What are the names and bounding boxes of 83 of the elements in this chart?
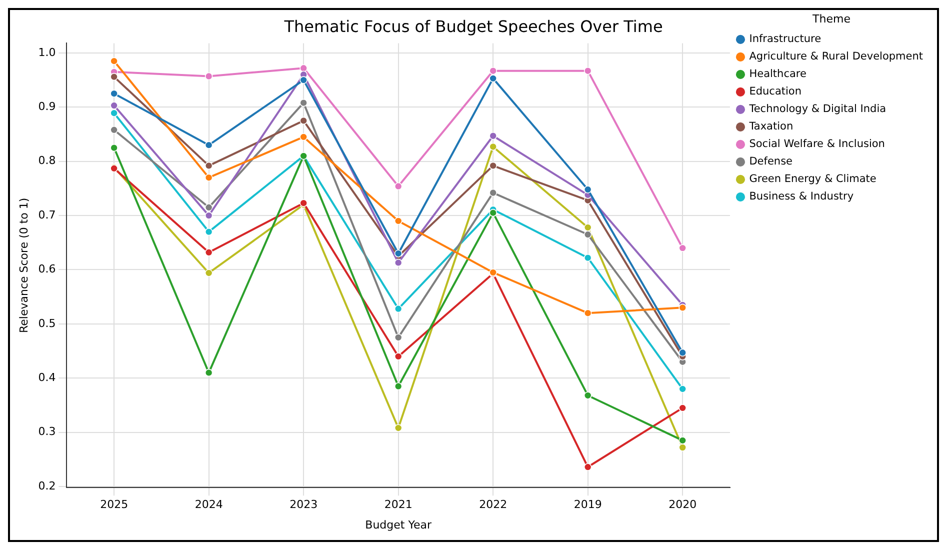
point [489,74,497,82]
legend-title: Theme [812,12,851,26]
legend-label: Infrastructure [749,33,822,46]
point [204,269,213,277]
point [678,244,686,252]
point [678,304,686,312]
point [394,258,402,267]
point [394,382,402,390]
point [110,102,118,110]
point [394,182,402,190]
point [489,66,497,75]
point [489,208,497,217]
point [394,217,402,225]
x-tick-label: 2019 [574,498,602,512]
point [678,404,686,412]
point [678,385,686,393]
point [204,248,213,256]
point [110,144,118,152]
legend-label: Healthcare [749,68,806,80]
point [204,162,213,170]
point [394,424,402,432]
legend-label: Technology & Digital India [748,103,886,116]
point [678,436,686,444]
point [584,463,592,471]
point [584,66,592,75]
x-axis-title: Budget Year [365,518,432,532]
legend-label: Taxation [748,120,794,133]
y-tick-label: 0.8 [38,154,56,168]
legend-label: Green Energy & Climate [749,173,876,186]
point [584,186,592,194]
point [394,304,402,313]
point [204,72,213,80]
point [584,254,592,262]
point [584,224,592,232]
legend-label: Defense [749,156,793,168]
point [489,142,497,151]
point [204,212,213,220]
x-tick-label: 2023 [290,498,318,512]
y-tick-label: 0.6 [38,262,56,276]
y-tick-label: 0.2 [38,479,56,492]
y-tick-label: 0.9 [38,100,56,114]
point [584,230,592,238]
point [678,444,686,452]
x-tick-label: 2024 [194,498,223,512]
point [300,64,308,72]
point [300,76,308,84]
x-tick-label: 2020 [668,498,697,512]
point [300,116,308,125]
point [204,141,213,149]
point [489,188,497,197]
point [204,174,213,182]
y-tick-label: 0.3 [38,425,56,438]
point [110,126,118,134]
chart-title: Thematic Focus of Budget Speeches Over Time [283,16,663,36]
x-tick-label: 2021 [384,498,412,512]
point [394,334,402,342]
legend-label: Education [749,86,802,98]
point [204,228,213,236]
y-tick-label: 1.0 [38,46,56,59]
x-tick-label: 2022 [479,498,508,512]
point [110,57,118,65]
point [204,204,213,212]
point [110,90,118,98]
y-axis-title: Relevance Score (0 to 1) [17,198,30,333]
point [584,309,592,317]
point [394,352,402,360]
legend-label: Social Welfare & Inclusion [749,138,885,150]
point [489,162,497,170]
y-tick-label: 0.5 [38,316,56,330]
x-tick-label: 2025 [100,498,128,512]
point [110,109,118,118]
y-tick-label: 0.4 [38,370,56,384]
point [394,250,402,258]
point [678,348,686,357]
point [584,392,592,400]
legend-label: Business & Industry [749,190,854,203]
point [300,133,308,141]
point [204,368,213,377]
point [110,72,118,81]
point [300,98,308,107]
legend-label: Agriculture & Rural Development [749,50,924,63]
y-tick-label: 0.7 [38,208,56,222]
point [489,132,497,140]
